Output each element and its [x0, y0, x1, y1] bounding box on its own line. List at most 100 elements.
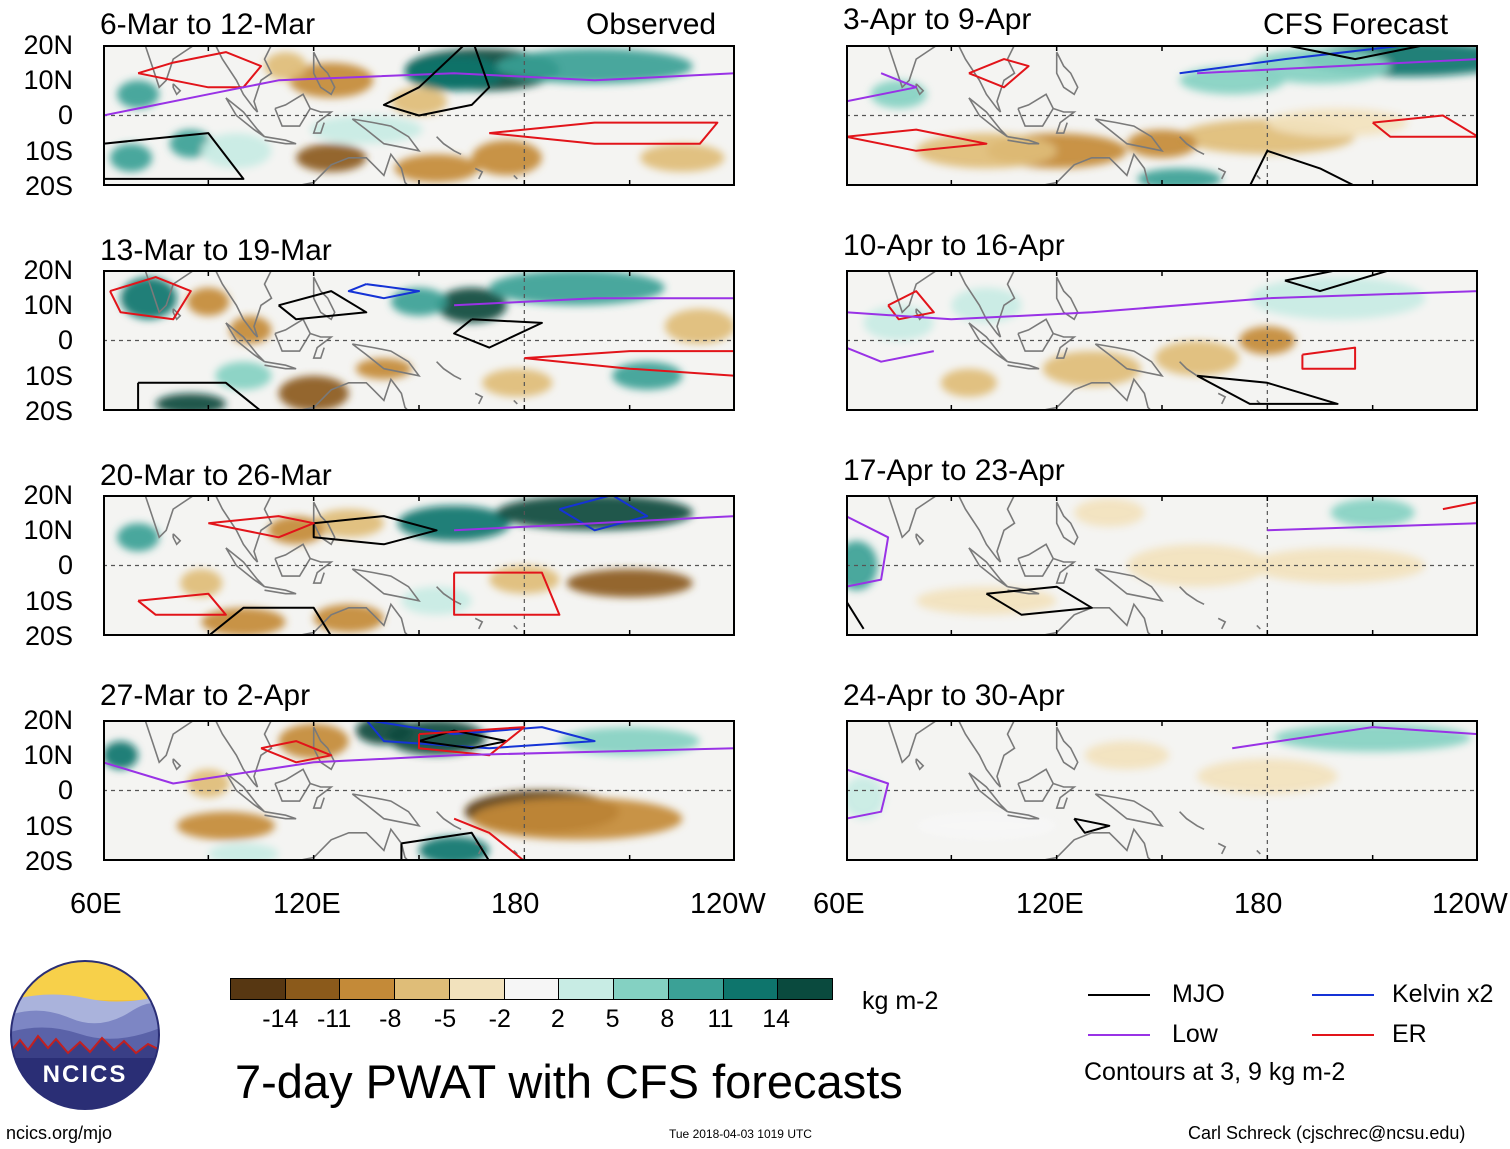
coastline — [1179, 811, 1205, 831]
lat-label-row4-0: 0 — [57, 775, 73, 805]
anomaly-shading — [471, 140, 542, 176]
anomaly-shading — [1084, 741, 1170, 770]
ncics-logo-graphic: NCICS — [10, 960, 160, 1110]
coastline — [264, 585, 297, 595]
contour-line — [103, 747, 735, 785]
contour-line — [109, 276, 192, 321]
coastline — [172, 83, 182, 96]
legend-label-er: ER — [1392, 1020, 1427, 1048]
coastline — [1017, 93, 1055, 127]
anomaly-shading — [1126, 129, 1198, 158]
lon-label-120w-left: 120W — [690, 888, 766, 920]
lat-label-row3-20n: 20N — [23, 480, 73, 510]
lat-label-row4-20s: 20S — [24, 846, 73, 876]
contour-line — [137, 381, 262, 411]
colorbar-tick-label: -2 — [488, 1005, 511, 1033]
map-canvas — [103, 495, 735, 636]
colorbar-units: kg m-2 — [862, 987, 939, 1015]
anomaly-shading — [489, 270, 665, 306]
coastline — [309, 557, 334, 584]
coastline — [309, 107, 334, 134]
colorbar-box — [230, 978, 286, 1000]
anomaly-shading — [863, 305, 934, 341]
coastline — [214, 720, 273, 788]
author-credit: Carl Schreck (cjschrec@ncsu.edu) — [1188, 1123, 1466, 1143]
website-link[interactable]: ncics.org/mjo — [6, 1123, 113, 1143]
anomaly-shading — [482, 368, 553, 397]
lat-label-row2-20s: 20S — [24, 396, 73, 426]
anomaly-shading — [180, 569, 223, 598]
anomaly-shading — [278, 375, 349, 411]
lat-label-row1-0: 0 — [57, 100, 73, 130]
lat-label-row3-10s: 10S — [24, 586, 73, 616]
contour-line — [1372, 114, 1478, 138]
coastline — [1094, 793, 1164, 828]
contour-line — [1442, 501, 1478, 511]
contour-line — [454, 515, 735, 532]
panel-title-obs-3: 20-Mar to 26-Mar — [100, 459, 332, 492]
anomaly-shading — [264, 52, 307, 81]
colorbar-tick-label: -8 — [379, 1005, 402, 1033]
contour-line — [846, 515, 890, 588]
map-panel-observed-4 — [103, 720, 735, 861]
coastline — [274, 93, 312, 127]
contour-line — [1248, 149, 1356, 186]
anomaly-shading — [916, 811, 1057, 840]
contour-line — [1284, 45, 1426, 61]
coastline — [513, 399, 518, 405]
lat-label-row2-0: 0 — [57, 325, 73, 355]
coastline — [225, 547, 266, 588]
colorbar-box — [613, 978, 669, 1000]
anomaly-shading — [1239, 326, 1296, 355]
contour-line — [347, 283, 420, 300]
contour-line — [968, 58, 1030, 89]
anomaly-shading — [640, 143, 725, 172]
lon-label-60e-left: 60E — [70, 888, 122, 920]
colorbar-box — [777, 978, 833, 1000]
legend-line-kelvin — [1312, 994, 1374, 996]
contour-line — [382, 45, 491, 117]
colorbar-tick-label: 8 — [660, 1005, 675, 1033]
anomaly-shading — [187, 769, 230, 798]
anomaly-shading — [296, 143, 367, 172]
coastline — [1217, 617, 1227, 630]
coastline — [1017, 318, 1055, 352]
contour-line — [277, 290, 368, 321]
coastline — [1017, 543, 1055, 577]
anomaly-shading — [471, 797, 683, 840]
map-panel-observed-2 — [103, 270, 735, 411]
anomaly-shading — [1330, 498, 1415, 527]
map-canvas — [846, 720, 1478, 861]
contour-line — [208, 515, 315, 539]
anomaly-shading — [215, 361, 272, 390]
coastline — [143, 270, 197, 314]
panel-title-fc-1: 3-Apr to 9-Apr — [843, 3, 1032, 36]
anomaly-shading — [117, 80, 160, 109]
map-panel-forecast-4 — [846, 720, 1478, 861]
coastline — [172, 533, 182, 546]
colorbar-box — [284, 978, 341, 1000]
coastline — [351, 118, 421, 153]
coastline — [274, 768, 312, 802]
contour-line — [524, 350, 735, 377]
contour-line — [846, 768, 890, 820]
anomaly-shading — [155, 393, 226, 411]
anomaly-shading — [103, 741, 139, 770]
anomaly-shading — [208, 843, 279, 861]
map-panel-forecast-1 — [846, 45, 1478, 186]
lat-label-row2-10s: 10S — [24, 361, 73, 391]
coastline — [513, 174, 518, 180]
map-canvas — [103, 45, 735, 186]
contour-line — [103, 72, 735, 117]
coastline — [957, 270, 1016, 338]
coastline — [1217, 842, 1227, 855]
legend-label-kelvin: Kelvin x2 — [1392, 980, 1494, 1008]
coastline — [1055, 501, 1079, 546]
contour-line — [1232, 726, 1478, 750]
coastline — [957, 495, 1016, 563]
coastline — [1038, 602, 1153, 636]
coastline — [474, 842, 484, 855]
lon-label-120e-left: 120E — [273, 888, 341, 920]
contour-line — [846, 72, 918, 103]
contour-line — [207, 606, 333, 636]
